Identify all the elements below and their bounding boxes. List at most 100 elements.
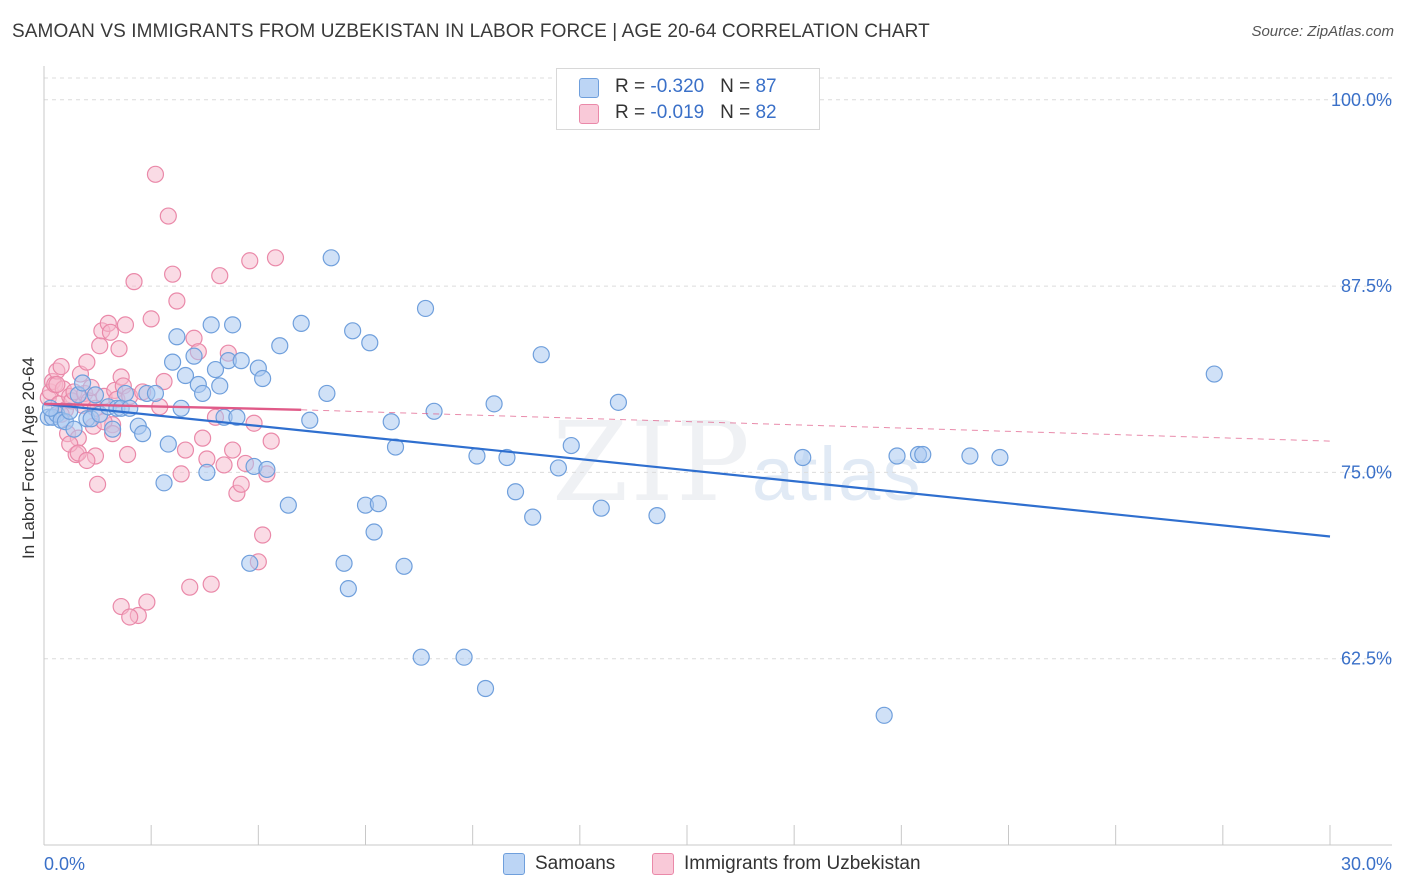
data-point-samoans <box>335 554 353 572</box>
data-point-samoans <box>279 496 297 514</box>
series-label-samoans: Samoans <box>535 853 616 874</box>
data-point-uzbekistan <box>215 456 233 474</box>
source-label: Source: ZipAtlas.com <box>1251 23 1394 40</box>
data-point-samoans <box>648 507 666 525</box>
data-point-samoans <box>416 299 435 318</box>
data-point-uzbekistan <box>176 441 195 459</box>
data-point-uzbekistan <box>142 310 160 328</box>
data-point-uzbekistan <box>110 340 128 358</box>
data-point-samoans <box>562 436 580 455</box>
data-point-uzbekistan <box>121 608 139 626</box>
data-point-uzbekistan <box>116 316 135 334</box>
data-point-uzbekistan <box>48 375 66 394</box>
data-point-samoans <box>232 352 250 370</box>
data-point-samoans <box>318 384 336 403</box>
legend-r-label: R = <box>615 102 651 123</box>
data-point-samoans <box>476 679 495 698</box>
y-tick-label: 75.0% <box>1341 462 1392 482</box>
watermark-main: ZIP <box>552 398 752 526</box>
data-point-samoans <box>506 483 525 501</box>
series-label-uzbekistan: Immigrants from Uzbekistan <box>684 853 921 874</box>
data-point-samoans <box>73 374 92 392</box>
data-point-uzbekistan <box>101 323 120 341</box>
data-point-samoans <box>103 420 122 438</box>
data-point-samoans <box>549 459 568 477</box>
data-point-samoans <box>395 557 413 575</box>
correlation-legend: R = -0.320 N = 87 R = -0.019 N = 82 <box>556 68 820 130</box>
data-point-samoans <box>1205 365 1223 383</box>
trendline-uzbekistan-extended <box>301 409 1331 442</box>
data-point-samoans <box>241 554 259 572</box>
data-point-samoans <box>206 360 225 379</box>
data-point-samoans <box>365 523 383 541</box>
data-point-samoans <box>991 448 1009 467</box>
data-point-samoans <box>498 448 516 467</box>
data-point-uzbekistan <box>254 526 272 544</box>
data-point-samoans <box>382 413 400 431</box>
data-point-samoans <box>292 314 310 332</box>
legend-n-label: N = <box>720 102 756 123</box>
data-point-uzbekistan <box>125 273 143 291</box>
data-point-uzbekistan <box>164 265 182 283</box>
data-point-samoans <box>194 384 212 403</box>
y-tick-label: 62.5% <box>1341 649 1392 669</box>
data-point-samoans <box>339 580 357 598</box>
data-point-samoans <box>176 366 195 385</box>
data-point-samoans <box>159 435 177 453</box>
data-point-samoans <box>455 648 473 666</box>
legend-n-label: N = <box>720 76 756 97</box>
data-point-uzbekistan <box>181 578 199 596</box>
data-point-samoans <box>254 369 272 388</box>
data-point-samoans <box>344 322 362 340</box>
legend-n-value: 82 <box>755 102 777 123</box>
data-point-samoans <box>155 474 173 492</box>
data-point-uzbekistan <box>78 451 96 470</box>
data-point-uzbekistan <box>159 207 177 225</box>
data-point-samoans <box>609 393 628 411</box>
data-point-uzbekistan <box>211 267 229 285</box>
data-point-samoans <box>794 448 812 467</box>
data-point-samoans <box>961 447 979 465</box>
series-swatch-uzbekistan <box>652 853 674 875</box>
data-point-samoans <box>301 411 319 429</box>
data-point-samoans <box>524 508 542 526</box>
data-point-uzbekistan <box>241 252 259 270</box>
data-point-samoans <box>271 337 289 355</box>
legend-n-value: 87 <box>755 76 777 97</box>
data-point-uzbekistan <box>194 429 212 447</box>
trendline-samoans <box>43 402 1331 538</box>
series-swatch-samoans <box>503 853 525 875</box>
data-point-samoans <box>485 395 503 413</box>
data-point-uzbekistan <box>155 372 173 391</box>
y-axis-label: In Labor Force | Age 20-64 <box>19 357 38 559</box>
watermark-suffix: atlas <box>751 432 923 517</box>
data-point-samoans <box>65 420 83 438</box>
y-tick-label: 100.0% <box>1331 90 1392 110</box>
data-point-uzbekistan <box>266 249 285 267</box>
legend-swatch-uzbekistan <box>579 104 599 124</box>
zipatlas-watermark: ZIPatlas <box>552 398 922 526</box>
data-point-samoans <box>369 495 387 513</box>
trendline-uzbekistan <box>43 402 302 412</box>
legend-swatch-samoans <box>579 78 599 98</box>
data-point-samoans <box>198 463 216 482</box>
data-point-samoans <box>425 402 443 420</box>
data-point-uzbekistan <box>52 357 70 376</box>
data-point-uzbekistan <box>245 414 263 432</box>
legend-r-value: -0.320 <box>650 76 705 97</box>
legend-r-label: R = <box>615 76 651 97</box>
data-point-samoans <box>164 353 182 371</box>
data-point-uzbekistan <box>138 593 156 611</box>
x-tick-label: 30.0% <box>1341 854 1392 874</box>
data-point-samoans <box>888 447 906 465</box>
data-point-samoans <box>914 445 932 464</box>
data-point-samoans <box>875 706 893 724</box>
data-point-samoans <box>146 384 165 403</box>
data-point-uzbekistan <box>88 475 107 493</box>
data-point-samoans <box>361 334 379 352</box>
legend-r-value: -0.019 <box>650 102 705 123</box>
data-point-uzbekistan <box>224 441 242 459</box>
data-point-samoans <box>592 499 610 517</box>
x-tick-label: 0.0% <box>44 854 85 874</box>
